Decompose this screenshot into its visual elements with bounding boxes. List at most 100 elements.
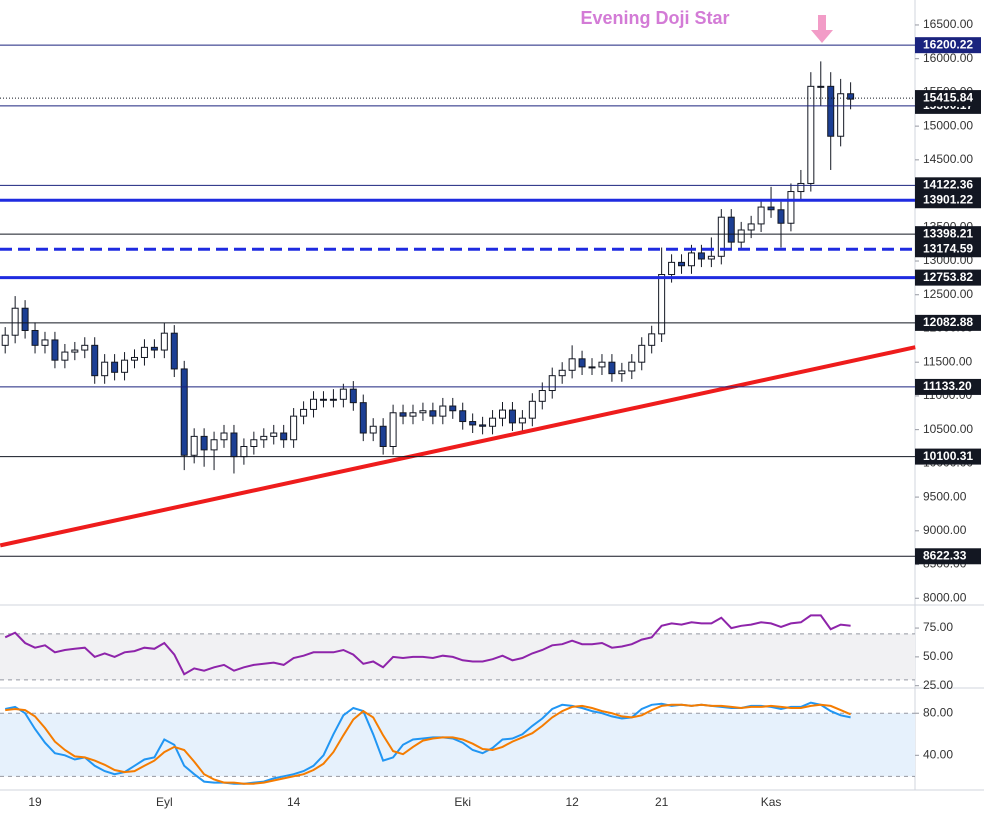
candle-body — [71, 349, 79, 353]
candle-body — [747, 223, 755, 231]
x-tick-label: 14 — [287, 795, 301, 809]
candle-body — [409, 412, 417, 417]
candle-body — [359, 402, 367, 434]
price-label-box — [915, 37, 981, 54]
price-label-box — [915, 269, 981, 286]
candle-body — [210, 439, 218, 451]
level-label: 16200.22 — [923, 37, 973, 51]
band — [0, 633, 915, 680]
candle-body — [459, 410, 467, 423]
candle-body — [648, 333, 656, 346]
candle-body — [11, 307, 19, 336]
candle-body — [51, 339, 59, 361]
candle-body — [518, 417, 526, 424]
price-label-box — [915, 226, 981, 243]
candle-body — [548, 375, 556, 392]
x-tick-label: Kas — [761, 795, 782, 809]
candle-body — [678, 261, 686, 267]
y-tick-label: 15000.00 — [923, 118, 973, 132]
candle-body — [379, 425, 387, 447]
candle-body — [608, 361, 616, 375]
candle-body — [558, 369, 566, 377]
candle-body — [31, 329, 39, 346]
price-label-box — [915, 241, 981, 258]
price-label-box — [915, 378, 981, 395]
candle-body — [787, 191, 795, 224]
x-tick-label: 19 — [28, 795, 42, 809]
plot: 8000.008500.009000.009500.0010000.001050… — [0, 17, 981, 809]
price-label-box — [915, 314, 981, 331]
series-line — [4, 614, 851, 676]
y-tick-label: 16500.00 — [923, 17, 973, 31]
level-label: 13901.22 — [923, 192, 973, 206]
y-tick-label: 10500.00 — [923, 422, 973, 436]
price-label-box — [915, 90, 981, 107]
candle-body — [737, 229, 745, 243]
candle-body — [717, 216, 725, 257]
candle-body — [638, 344, 646, 363]
candle-body — [61, 351, 69, 361]
level-label: 10100.31 — [923, 449, 973, 463]
x-tick-label: Eyl — [156, 795, 173, 809]
candle-body — [707, 255, 715, 260]
candle-body — [827, 85, 835, 137]
candle-body — [528, 400, 536, 419]
level-label: 13398.21 — [923, 226, 973, 240]
y-tick-label: 9500.00 — [923, 489, 967, 503]
candle-body — [140, 346, 148, 358]
trendline — [0, 345, 916, 548]
candle-body — [319, 398, 327, 401]
band — [0, 713, 915, 777]
candle-body — [757, 206, 765, 225]
candle-body — [41, 339, 49, 346]
candle-body — [180, 368, 188, 456]
candle-body — [121, 359, 129, 373]
annotation: Evening Doji Star — [580, 8, 729, 28]
candle-body — [280, 432, 288, 441]
y-tick-label: 12500.00 — [923, 287, 973, 301]
candle-body — [419, 410, 427, 414]
candle-body — [240, 445, 248, 458]
candle-body — [658, 274, 666, 335]
arrow-icon — [811, 15, 833, 43]
y-tick-label: 16000.00 — [923, 51, 973, 65]
candle-body — [300, 408, 308, 417]
candle-body — [697, 252, 705, 260]
y-tick-label: 75.00 — [923, 620, 953, 634]
candle-body — [598, 361, 606, 368]
candle-body — [687, 252, 695, 267]
candle-body — [777, 209, 785, 224]
candle-body — [727, 216, 735, 243]
candle-body — [837, 93, 845, 137]
candle-body — [190, 435, 198, 456]
last-price-label: 15415.84 — [923, 90, 973, 104]
candle-body — [230, 432, 238, 458]
x-tick-label: 21 — [655, 795, 669, 809]
candle-body — [807, 85, 815, 184]
candle-body — [349, 388, 357, 404]
candle-body — [1, 334, 9, 346]
candle-body — [91, 344, 99, 377]
candle-body — [250, 439, 258, 447]
level-label: 8622.33 — [923, 548, 967, 562]
candle-body — [399, 412, 407, 417]
candle-body — [797, 182, 805, 193]
candle-body — [489, 417, 497, 427]
candle-body — [389, 412, 397, 447]
candle-body — [817, 85, 825, 88]
candle-body — [81, 344, 89, 351]
x-tick-label: 12 — [565, 795, 579, 809]
candle-body — [618, 370, 626, 375]
candle-body — [290, 415, 298, 441]
candle-body — [469, 421, 477, 426]
y-tick-label: 9000.00 — [923, 523, 967, 537]
series-line — [5, 703, 851, 785]
candle-body — [508, 409, 516, 424]
level-label: 12082.88 — [923, 315, 973, 329]
candle-body — [628, 361, 636, 372]
candle-body — [499, 409, 506, 419]
level-label: 14122.36 — [923, 177, 973, 191]
